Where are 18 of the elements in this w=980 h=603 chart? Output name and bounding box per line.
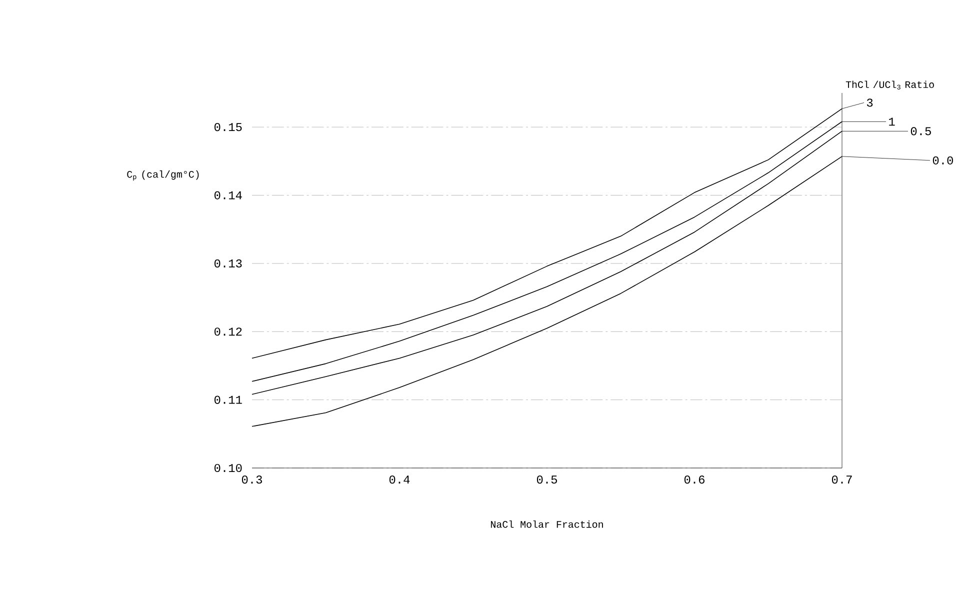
x-tick-label: 0.6	[684, 476, 704, 484]
x-axis-title: NaCl Molar Fraction	[490, 520, 603, 528]
x-tick-label: 0.3	[242, 476, 262, 484]
y-tick-label: 0.10	[214, 464, 242, 472]
x-tick-label: 0.5	[536, 476, 558, 484]
legend-label: 3	[866, 98, 873, 107]
y-tick-label: 0.12	[214, 328, 242, 336]
text: 0.0	[932, 156, 953, 164]
x-tick-label: 0.7	[832, 476, 852, 484]
y-tick-label: 0.15	[214, 123, 242, 132]
legend-title: ThCl /UCl$_{3}$ Ratio	[846, 80, 934, 90]
y-axis-title: C$_{p}$ (cal/gm°C)	[127, 170, 199, 181]
y-tick-label: 0.13	[214, 259, 242, 268]
y-tick-label: 0.14	[214, 191, 242, 200]
legend-label: 1	[889, 118, 895, 126]
text: 0.5	[910, 127, 931, 136]
x-tick-label: 0.4	[389, 476, 410, 484]
y-tick-label: 0.11	[214, 396, 242, 404]
